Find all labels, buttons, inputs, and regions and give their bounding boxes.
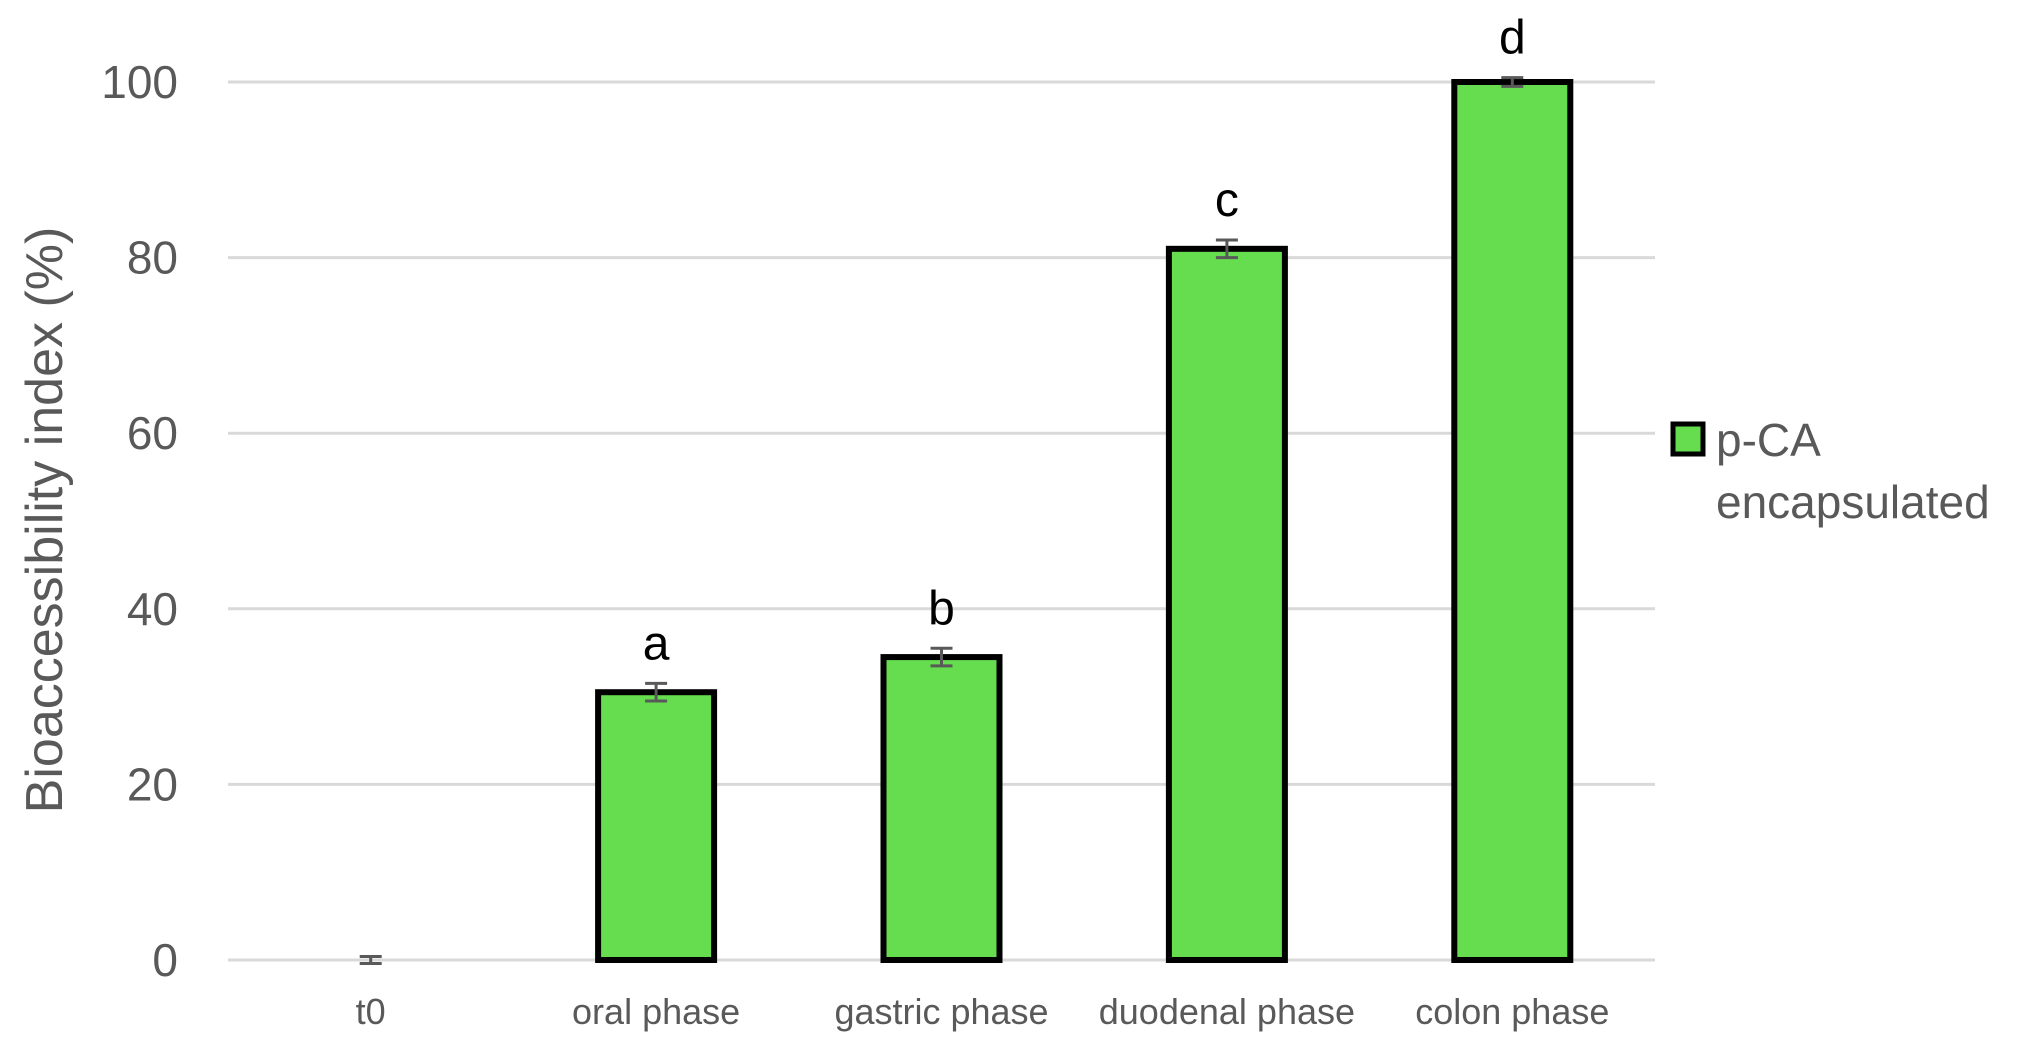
legend-label-line2: encapsulated — [1716, 476, 1990, 528]
y-tick-label: 40 — [127, 583, 178, 635]
legend-label-line1: p-CA — [1716, 414, 1821, 466]
bar — [880, 654, 1003, 964]
error-bars — [359, 76, 1524, 966]
y-tick-label: 100 — [101, 56, 178, 108]
significance-label: d — [1499, 12, 1526, 65]
x-tick-label: oral phase — [572, 991, 740, 1032]
y-tick-label: 20 — [127, 758, 178, 810]
significance-labels: a b c d — [643, 12, 1526, 671]
x-tick-label: gastric phase — [834, 991, 1048, 1032]
y-tick-label: 80 — [127, 232, 178, 284]
y-tick-label: 60 — [127, 407, 178, 459]
x-tick-label: t0 — [356, 991, 386, 1032]
y-tick-label: 0 — [152, 934, 178, 986]
significance-label: b — [928, 582, 955, 635]
legend-swatch — [1670, 421, 1706, 457]
bar — [1451, 79, 1574, 963]
bar — [1165, 245, 1288, 963]
gridlines — [228, 80, 1655, 786]
bars — [595, 79, 1574, 964]
bar — [595, 689, 718, 964]
y-axis-label: Bioaccessibility index (%) — [16, 227, 74, 814]
y-axis-ticks: 0 20 40 60 80 100 — [101, 56, 178, 986]
x-tick-label: colon phase — [1415, 991, 1609, 1032]
significance-label: c — [1215, 174, 1239, 227]
x-tick-label: duodenal phase — [1099, 991, 1355, 1032]
legend: p-CA encapsulated — [1670, 414, 1990, 528]
significance-label: a — [643, 617, 670, 670]
x-axis-ticks: t0 oral phase gastric phase duodenal phase c… — [356, 991, 1610, 1032]
